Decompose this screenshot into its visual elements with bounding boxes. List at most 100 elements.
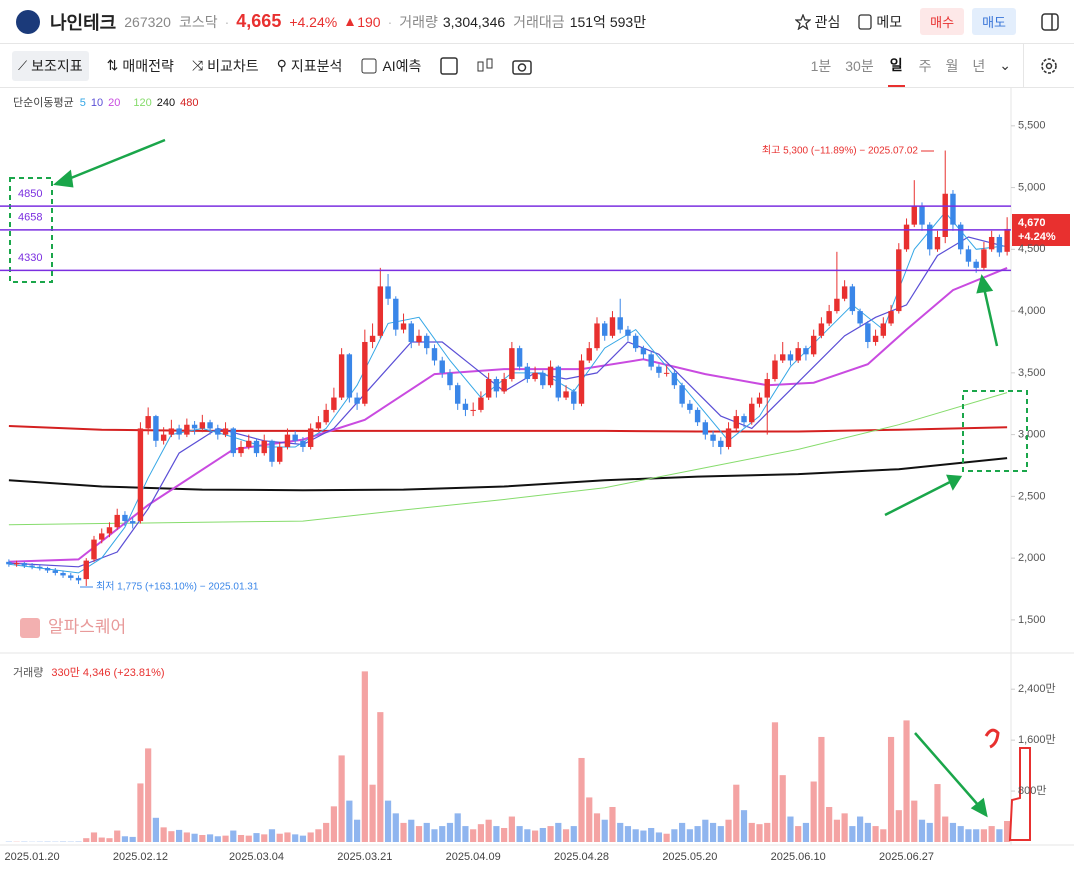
volume-summary: 330만 4,346 (+23.81%)	[51, 666, 164, 679]
volume-bar	[942, 816, 949, 842]
panel-toggle[interactable]	[1040, 12, 1060, 32]
period[interactable]: 년	[972, 57, 986, 74]
price-tag	[1012, 214, 1070, 246]
candle-body	[393, 298, 399, 330]
candle-body	[261, 440, 267, 454]
candle-body	[431, 348, 438, 361]
volume-bar	[864, 822, 871, 842]
candle-body	[973, 261, 979, 268]
period[interactable]: 월	[945, 57, 959, 74]
candle-body	[485, 379, 492, 398]
volume-bar	[671, 829, 678, 842]
legend-title: 단순이동평균	[13, 96, 74, 109]
volume-bar	[485, 819, 492, 842]
sell-button[interactable]: 매도	[972, 8, 1016, 35]
volume-bar	[857, 816, 864, 842]
x-tick-label: 2025.06.27	[879, 851, 934, 863]
candle-body	[246, 440, 252, 447]
volume-bar	[454, 813, 461, 842]
candle-body	[818, 323, 825, 336]
volume-bar	[129, 836, 136, 842]
volume-bar	[756, 824, 763, 842]
arrow-head	[970, 797, 988, 818]
candle-icon	[477, 61, 484, 71]
candle-body	[780, 354, 786, 361]
price-tag-value: 4,670	[1018, 217, 1046, 229]
candle-body	[578, 360, 585, 404]
candle-tool[interactable]	[475, 56, 495, 76]
volume-bar	[1004, 820, 1011, 842]
candle-body	[284, 434, 291, 447]
volume-bar	[547, 826, 554, 842]
volume-bar	[841, 813, 848, 842]
candle-body	[346, 354, 353, 398]
buy-button[interactable]: 매수	[920, 8, 965, 35]
candle-body	[725, 428, 732, 447]
icon: ⚲	[276, 57, 287, 73]
legend-entry: 5	[80, 97, 86, 109]
toolbar-item[interactable]: AI예측	[360, 56, 421, 76]
volume-bar	[555, 822, 562, 842]
hand-drawn-mark	[984, 728, 1000, 749]
candle-body	[207, 422, 213, 429]
toolbar-item[interactable]: ⤨ 비교차트	[192, 56, 259, 76]
volume-bar	[338, 755, 345, 842]
camera-tool[interactable]	[511, 56, 533, 76]
hand-drawn-mark	[1008, 747, 1031, 841]
volume-bar	[996, 829, 1003, 842]
volume-bar	[191, 833, 198, 842]
volume-bar	[609, 806, 616, 842]
candle-body	[586, 348, 592, 361]
toolbar-item[interactable]: ⚲ 지표분석	[277, 56, 343, 76]
period[interactable]: 주	[918, 57, 932, 74]
candle-body	[99, 533, 105, 540]
period-active[interactable]: 일	[887, 44, 905, 87]
volume-bar	[887, 736, 895, 842]
watch-button[interactable]: 관심	[794, 12, 840, 32]
candle-body	[996, 236, 1003, 253]
candle-body	[718, 440, 724, 447]
candle-body	[903, 224, 910, 250]
icon: ⤨	[191, 57, 204, 73]
volume-bar	[431, 829, 438, 842]
volume-bar	[764, 822, 771, 842]
candle-body	[6, 561, 12, 565]
period[interactable]: 30분	[845, 57, 874, 74]
candle-body	[516, 348, 523, 367]
volume-bar	[415, 826, 423, 842]
candle-icon	[486, 58, 493, 68]
volume-bar	[160, 827, 167, 842]
candle-body	[764, 379, 770, 398]
candle-body	[408, 323, 414, 342]
candle-body	[145, 416, 151, 429]
volume-bar	[183, 832, 190, 842]
memo-button[interactable]: 메모	[858, 12, 902, 32]
volume-bar	[462, 826, 469, 842]
amount-label: 거래대금	[513, 13, 565, 30]
toolbar-item[interactable]: ⟋ 보조지표	[12, 50, 89, 81]
period[interactable]: 1분	[810, 57, 832, 74]
volume-bar	[439, 826, 446, 842]
volume-bar	[477, 824, 485, 842]
volume-bar	[168, 831, 175, 842]
price-tag-change: +4.24%	[1018, 231, 1056, 243]
star	[794, 13, 811, 30]
button-label: 메모	[876, 13, 903, 30]
moving-average-line	[8, 236, 1008, 568]
volume-bar	[802, 822, 810, 842]
period-dropdown[interactable]: ⌄	[999, 57, 1011, 73]
stock-code: 267320	[124, 13, 171, 30]
toolbar-item[interactable]: ⇅ 매매전략	[107, 56, 174, 76]
candle-body	[424, 335, 430, 349]
memo-icon	[858, 13, 873, 30]
candle-body	[362, 341, 368, 404]
volume-bar	[725, 819, 732, 842]
candle-body	[168, 428, 175, 435]
candle-body	[176, 428, 182, 435]
volume-bar	[926, 822, 933, 842]
candle-body	[478, 397, 484, 410]
settings[interactable]	[1038, 55, 1060, 77]
square-tool[interactable]	[439, 56, 459, 76]
volume-bar	[578, 757, 585, 842]
candle-body	[981, 249, 987, 268]
